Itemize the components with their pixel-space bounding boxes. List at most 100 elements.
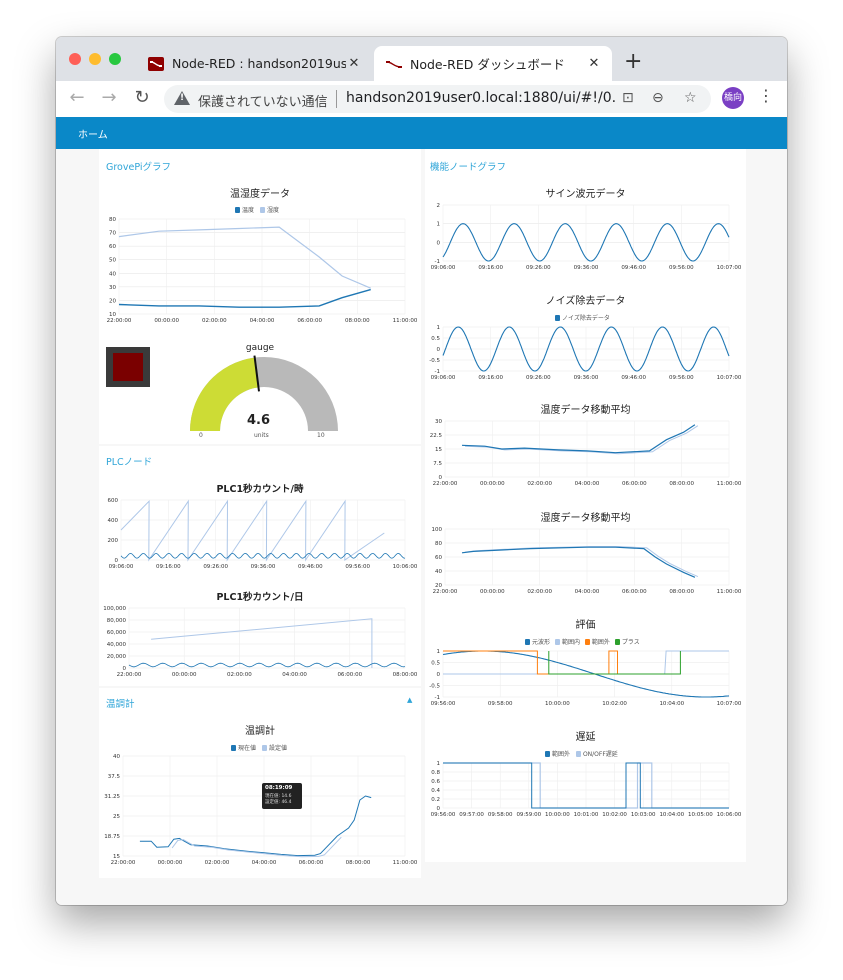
- y-tick-label: 80,000: [107, 618, 127, 624]
- x-tick-label: 09:36:00: [574, 375, 599, 381]
- x-tick-label: 04:00:00: [252, 860, 277, 866]
- collapse-caret-icon[interactable]: ▲: [407, 696, 413, 704]
- x-tick-label: 08:00:00: [346, 860, 371, 866]
- series-line: [120, 499, 385, 562]
- back-arrow-icon[interactable]: ←: [69, 87, 85, 108]
- zoom-icon[interactable]: ⊖: [652, 90, 664, 106]
- x-tick-label: 09:06:00: [431, 375, 456, 381]
- security-indicator[interactable]: 保護されていない通信: [198, 95, 328, 110]
- tab-title: Node-RED : handson2019user0.local: [172, 56, 346, 71]
- close-window-button[interactable]: [69, 53, 81, 65]
- x-tick-label: 06:00:00: [337, 672, 362, 678]
- avatar[interactable]: 橋向: [722, 87, 744, 109]
- y-tick-label: 70: [109, 231, 116, 237]
- legend-label: 温度: [242, 207, 255, 214]
- tab-node-red-editor[interactable]: Node-RED : handson2019user0.local ✕: [136, 46, 372, 81]
- y-tick-label: 40: [109, 271, 116, 277]
- x-tick-label: 09:58:00: [488, 812, 513, 818]
- forward-arrow-icon[interactable]: →: [101, 87, 117, 108]
- y-tick-label: 20: [435, 583, 442, 589]
- x-tick-label: 02:00:00: [527, 589, 552, 595]
- x-tick-label: 10:07:00: [717, 265, 742, 271]
- y-tick-label: 18.75: [104, 834, 120, 840]
- y-tick-label: 15: [435, 447, 442, 453]
- y-tick-label: -0.5: [429, 358, 440, 364]
- group-title[interactable]: 温調計: [106, 699, 135, 710]
- thermo-group: 温調計 ▲ 温調計 現在値 設定値 40 37.5 31.25 25 18.75 15 22…: [99, 688, 421, 878]
- star-icon[interactable]: ☆: [684, 90, 697, 106]
- y-tick-label: 7.5: [433, 461, 442, 467]
- translate-icon[interactable]: ⊡: [622, 90, 634, 106]
- gauge-max: 10: [317, 432, 325, 439]
- x-tick-label: 09:06:00: [109, 564, 134, 570]
- warning-icon: [174, 91, 190, 105]
- led-lamp: [113, 353, 143, 381]
- y-tick-label: 60: [109, 244, 116, 250]
- url-text[interactable]: handson2019user0.local:1880/ui/#!/0...: [346, 90, 616, 106]
- new-tab-button[interactable]: +: [624, 49, 643, 74]
- x-tick-label: 22:00:00: [433, 589, 458, 595]
- y-tick-label: 60: [435, 555, 442, 561]
- node-red-icon: [386, 60, 402, 68]
- x-tick-label: 09:56:00: [431, 701, 456, 707]
- x-tick-label: 04:00:00: [575, 481, 600, 487]
- x-tick-label: 08:00:00: [669, 589, 694, 595]
- x-tick-label: 10:01:00: [574, 812, 599, 818]
- menu-kebab-icon[interactable]: ⋮: [758, 86, 774, 105]
- plc-day-chart: 100,000 80,000 60,000 40,000 20,000 022:00:00…: [103, 606, 418, 678]
- series-line: [118, 288, 371, 308]
- gauge: [190, 355, 338, 431]
- x-tick-label: 22:00:00: [107, 318, 132, 324]
- chart-title: 温調計: [245, 726, 275, 737]
- y-tick-label: 60,000: [107, 630, 127, 636]
- chart-title: ノイズ除去データ: [545, 296, 626, 307]
- x-tick-label: 09:36:00: [574, 265, 599, 271]
- legend-label: ON/OFF遅延: [582, 751, 618, 758]
- x-tick-label: 10:00:00: [545, 701, 570, 707]
- tab-node-red-dashboard[interactable]: Node-RED ダッシュボード ✕: [374, 46, 612, 81]
- address-bar[interactable]: ! 保護されていない通信 handson2019user0.local:1880…: [164, 85, 711, 113]
- series-line: [118, 226, 371, 289]
- zoom-window-button[interactable]: [109, 53, 121, 65]
- x-tick-label: 10:06:00: [393, 564, 418, 570]
- x-tick-label: 09:06:00: [431, 265, 456, 271]
- chart-title: 温湿度データ: [230, 189, 290, 200]
- x-tick-label: 09:16:00: [156, 564, 181, 570]
- x-tick-label: 09:16:00: [478, 375, 503, 381]
- chart-title: 評価: [575, 620, 596, 631]
- y-tick-label: 22.5: [430, 433, 443, 439]
- eval-chart: 1 0.5 0 -0.5 -109:56:00 09:58:00 10:00:00 10:02…: [429, 649, 742, 707]
- x-tick-label: 09:56:00: [431, 812, 456, 818]
- led-indicator: [106, 347, 150, 387]
- chart-legend: 現在値 設定値: [231, 743, 287, 752]
- close-icon[interactable]: ✕: [588, 56, 600, 71]
- x-tick-label: 08:00:00: [345, 318, 370, 324]
- nav-home-tab[interactable]: ホーム: [78, 130, 108, 141]
- close-icon[interactable]: ✕: [348, 56, 360, 71]
- y-tick-label: 37.5: [108, 774, 121, 780]
- x-tick-label: 10:00:00: [545, 812, 570, 818]
- legend-label: 範囲外: [591, 639, 610, 646]
- legend-label: プラス: [621, 639, 640, 646]
- x-tick-label: 09:56:00: [669, 375, 694, 381]
- y-tick-label: 50: [109, 258, 116, 264]
- legend-label: 現在値: [238, 745, 257, 752]
- delay-chart: 1 0.8 0.6 0.4 0.2 009:56:00 09:57:00 09:58:00 09…: [431, 761, 742, 818]
- series-line: [171, 836, 342, 858]
- y-tick-label: 80: [109, 217, 116, 223]
- y-tick-label: 0.5: [431, 336, 440, 342]
- series-line: [151, 618, 373, 668]
- x-tick-label: 08:00:00: [393, 672, 418, 678]
- y-tick-label: 1: [437, 649, 441, 655]
- minimize-window-button[interactable]: [89, 53, 101, 65]
- series-line: [442, 326, 730, 372]
- browser-toolbar: ← → ↻ ! 保護されていない通信 handson2019user0.loca…: [56, 81, 787, 118]
- x-tick-label: 11:00:00: [393, 318, 418, 324]
- y-tick-label: 20,000: [107, 654, 127, 660]
- chart-legend: ノイズ除去データ: [555, 313, 610, 322]
- legend-label: 範囲外: [552, 751, 571, 758]
- y-tick-label: -0.5: [429, 684, 440, 690]
- tab-title: Node-RED ダッシュボード: [410, 57, 565, 72]
- reload-icon[interactable]: ↻: [134, 87, 150, 108]
- y-tick-label: -1: [435, 369, 440, 375]
